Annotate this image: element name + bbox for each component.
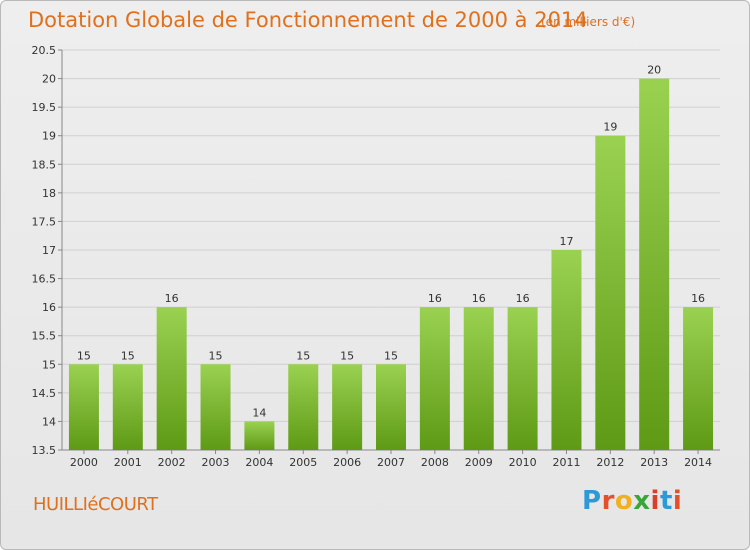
data-label-2011: 17 <box>559 235 573 248</box>
data-label-2005: 15 <box>296 349 310 362</box>
y-tick-labels: 13.5 14 14.5 15 15.5 16 16.5 17 17.5 18 18.5 19 19.5… <box>32 44 57 457</box>
data-label-2006: 15 <box>340 349 354 362</box>
logo-letter: i <box>650 486 660 516</box>
bar-2013 <box>639 78 670 451</box>
bar-2002 <box>156 307 187 450</box>
y-tick-label: 14.5 <box>32 387 57 400</box>
commune-name: HUILLIéCOURT <box>33 494 158 515</box>
data-label-2008: 16 <box>428 292 442 305</box>
logo-letter: i <box>672 486 683 516</box>
logo-letter: r <box>601 486 615 516</box>
bar-2010 <box>507 307 538 450</box>
data-label-2002: 16 <box>165 292 179 305</box>
y-tick-label: 19 <box>42 130 56 143</box>
bar-2014 <box>683 307 714 450</box>
bar-2003 <box>200 364 231 450</box>
y-tick-label: 17.5 <box>32 215 57 228</box>
data-label-2003: 15 <box>209 349 223 362</box>
data-label-2000: 15 <box>77 349 91 362</box>
x-tick-label-2006: 2006 <box>333 456 361 469</box>
bar-2011 <box>551 250 582 450</box>
x-tick-label-2003: 2003 <box>202 456 230 469</box>
bar-2004 <box>244 421 275 450</box>
y-tick-label: 16.5 <box>32 273 57 286</box>
logo-letter: t <box>659 486 673 516</box>
logo-letter: o <box>614 486 634 516</box>
y-tick-label: 20 <box>42 73 56 86</box>
x-tick-label-2010: 2010 <box>509 456 537 469</box>
bar-2008 <box>419 307 450 450</box>
bar-2005 <box>288 364 319 450</box>
data-label-2012: 19 <box>603 121 617 134</box>
y-tick-label: 15.5 <box>32 330 57 343</box>
y-tick-label: 19.5 <box>32 101 57 114</box>
bar-2009 <box>463 307 494 450</box>
data-label-2009: 16 <box>472 292 486 305</box>
x-tick-label-2008: 2008 <box>421 456 449 469</box>
logo-letter: P <box>582 486 602 516</box>
x-tick-label-2001: 2001 <box>114 456 142 469</box>
data-labels: 15 15 16 15 14 15 15 15 16 16 16 17 19 20 16 <box>77 64 705 420</box>
x-tick-label-2011: 2011 <box>552 456 580 469</box>
logo-letter: x <box>633 486 651 516</box>
x-tick-label-2012: 2012 <box>596 456 624 469</box>
bar-2012 <box>595 135 626 450</box>
y-tick-label: 20.5 <box>32 44 57 57</box>
bar-2001 <box>112 364 143 450</box>
x-tick-label-2014: 2014 <box>684 456 712 469</box>
x-tick-label-2002: 2002 <box>158 456 186 469</box>
x-tick-label-2005: 2005 <box>289 456 317 469</box>
chart-subtitle: (en milliers d'€) <box>541 15 636 29</box>
data-label-2014: 16 <box>691 292 705 305</box>
x-tick-label-2004: 2004 <box>245 456 273 469</box>
x-tick-label-2013: 2013 <box>640 456 668 469</box>
y-tick-label: 18 <box>42 187 56 200</box>
x-tick-label-2000: 2000 <box>70 456 98 469</box>
bar-2000 <box>68 364 99 450</box>
data-label-2004: 14 <box>252 406 266 419</box>
y-tick-label: 13.5 <box>32 444 57 457</box>
data-label-2001: 15 <box>121 349 135 362</box>
bar-2007 <box>376 364 406 450</box>
y-tick-label: 17 <box>42 244 56 257</box>
x-tick-label-2009: 2009 <box>465 456 493 469</box>
data-label-2007: 15 <box>384 349 398 362</box>
chart-title: Dotation Globale de Fonctionnement de 20… <box>28 8 588 32</box>
bar-2006 <box>332 364 363 450</box>
proxiti-logo: Proxiti <box>582 486 682 516</box>
x-tick-label-2007: 2007 <box>377 456 405 469</box>
data-label-2010: 16 <box>516 292 530 305</box>
data-label-2013: 20 <box>647 64 661 77</box>
y-tick-label: 16 <box>42 301 56 314</box>
y-tick-label: 15 <box>42 358 56 371</box>
x-tick-labels: 2000 2001 2002 2003 2004 2005 2006 2007 2008 2009… <box>70 450 712 469</box>
y-tick-label: 18.5 <box>32 158 57 171</box>
bars <box>68 78 714 451</box>
y-tick-label: 14 <box>42 415 56 428</box>
